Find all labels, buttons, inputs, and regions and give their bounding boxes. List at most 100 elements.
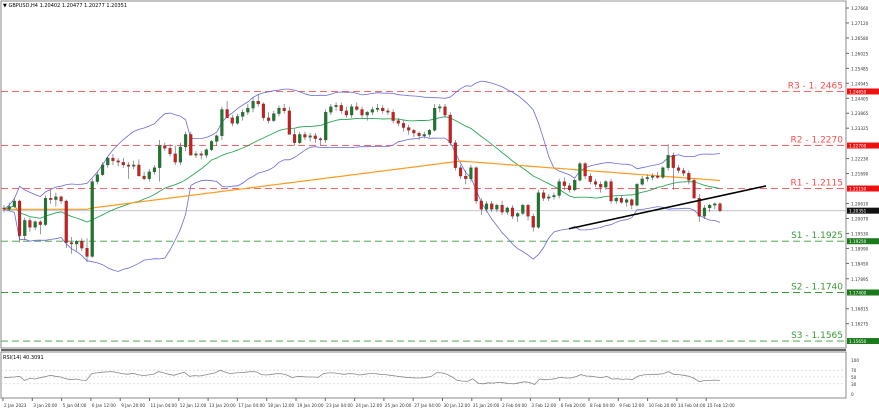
- candle: [204, 149, 208, 156]
- candle: [676, 167, 681, 171]
- price-tick-label: 1.16815: [851, 307, 869, 312]
- candle: [578, 163, 582, 181]
- candle: [521, 205, 525, 214]
- candle: [635, 184, 639, 206]
- candle: [147, 171, 151, 179]
- price-tick-label: 1.27660: [851, 6, 869, 11]
- candle: [339, 105, 343, 112]
- svg-text:30: 30: [851, 382, 857, 387]
- candle: [687, 173, 691, 181]
- level-s1: S1 - 1.1925 1.19250: [1, 231, 879, 245]
- candle: [422, 134, 426, 136]
- candle: [18, 200, 22, 236]
- candle: [417, 132, 421, 136]
- candle: [619, 198, 623, 203]
- candle: [708, 205, 712, 209]
- candle: [95, 174, 99, 182]
- price-tick-label: 1.24945: [851, 81, 869, 86]
- candle: [593, 181, 598, 185]
- price-tick-label: 1.23865: [851, 111, 869, 116]
- candle: [256, 101, 260, 105]
- candle: [12, 200, 16, 207]
- svg-text:1.24650: 1.24650: [849, 89, 867, 94]
- candle: [215, 135, 219, 142]
- candle: [640, 178, 644, 185]
- svg-text:1.21150: 1.21150: [849, 186, 867, 191]
- svg-text:70: 70: [851, 368, 857, 373]
- candle: [459, 167, 463, 177]
- level-s3: S3 - 1.1565 1.15650: [1, 331, 879, 345]
- price-tick-label: 1.26580: [851, 36, 869, 41]
- time-tick-label: 9 Feb 12:00: [619, 403, 644, 408]
- candle: [178, 146, 182, 163]
- candle: [479, 200, 483, 210]
- level-s2: S2 - 1.1740 1.17400: [1, 283, 879, 296]
- candle: [396, 120, 400, 124]
- candle: [350, 106, 354, 116]
- main-price-pane: [0, 0, 847, 349]
- time-tick-label: 30 Jan 12:00: [444, 403, 471, 408]
- level-r3: R3 - 1. 2465 1.24650: [1, 81, 879, 95]
- candle: [370, 109, 374, 113]
- candle: [531, 216, 535, 228]
- bollinger-lower-band: [3, 136, 721, 272]
- candle: [313, 135, 317, 139]
- candle: [376, 107, 380, 110]
- time-axis: 2 Jan 2023 3 Jan 20:00 5 Jan 04:00 6 Jan 12…: [2, 398, 735, 408]
- price-tick-label: 1.17895: [851, 277, 869, 282]
- time-tick-label: 27 Jan 04:00: [414, 403, 441, 408]
- candle: [552, 195, 556, 197]
- dropdown-triangle-icon[interactable]: ▼: [3, 3, 7, 9]
- candle: [7, 206, 11, 210]
- candle: [474, 167, 478, 202]
- price-tick-label: 1.16275: [851, 322, 869, 327]
- candle: [287, 110, 291, 135]
- candle: [567, 185, 572, 191]
- candle: [344, 110, 348, 116]
- candle: [697, 198, 701, 217]
- svg-text:100: 100: [851, 358, 859, 363]
- candle: [412, 130, 416, 134]
- candle: [547, 196, 551, 199]
- level-label: S3 - 1.1565: [791, 331, 843, 341]
- candle: [28, 220, 32, 228]
- candle: [526, 205, 530, 217]
- candle: [557, 181, 561, 196]
- candle: [656, 175, 660, 178]
- time-tick-label: 3 Feb 12:00: [531, 403, 556, 408]
- candle: [625, 199, 629, 203]
- candle: [542, 192, 546, 199]
- candle: [303, 134, 307, 138]
- price-tick-label: 1.20610: [851, 201, 869, 206]
- ascending-trendline[interactable]: [568, 185, 767, 230]
- time-tick-label: 6 Feb 20:00: [561, 403, 586, 408]
- candle: [329, 106, 333, 113]
- candle: [267, 117, 271, 121]
- candle: [682, 170, 686, 174]
- candle: [443, 106, 447, 116]
- candle: [106, 157, 110, 166]
- candle: [246, 107, 250, 113]
- svg-text:1.19250: 1.19250: [849, 239, 867, 244]
- candle: [650, 175, 655, 178]
- candle: [355, 106, 359, 110]
- price-tick-label: 1.20070: [851, 216, 869, 221]
- level-r1: R1 - 1.2115 1.21150: [1, 179, 879, 192]
- candle: [308, 135, 312, 138]
- candle: [261, 103, 265, 118]
- candle: [495, 205, 499, 210]
- price-tick-label: 1.26025: [851, 51, 869, 56]
- candle: [630, 199, 634, 206]
- candle: [510, 207, 515, 217]
- time-tick-label: 5 Jan 04:00: [63, 403, 87, 408]
- candle: [692, 180, 696, 199]
- candle: [490, 203, 494, 210]
- time-tick-label: 19 Jan 20:00: [297, 403, 324, 408]
- candle: [433, 107, 437, 131]
- level-label: R3 - 1. 2465: [788, 81, 843, 91]
- candle: [75, 241, 79, 245]
- time-tick-label: 13 Jan 20:00: [209, 403, 236, 408]
- candle: [381, 107, 385, 112]
